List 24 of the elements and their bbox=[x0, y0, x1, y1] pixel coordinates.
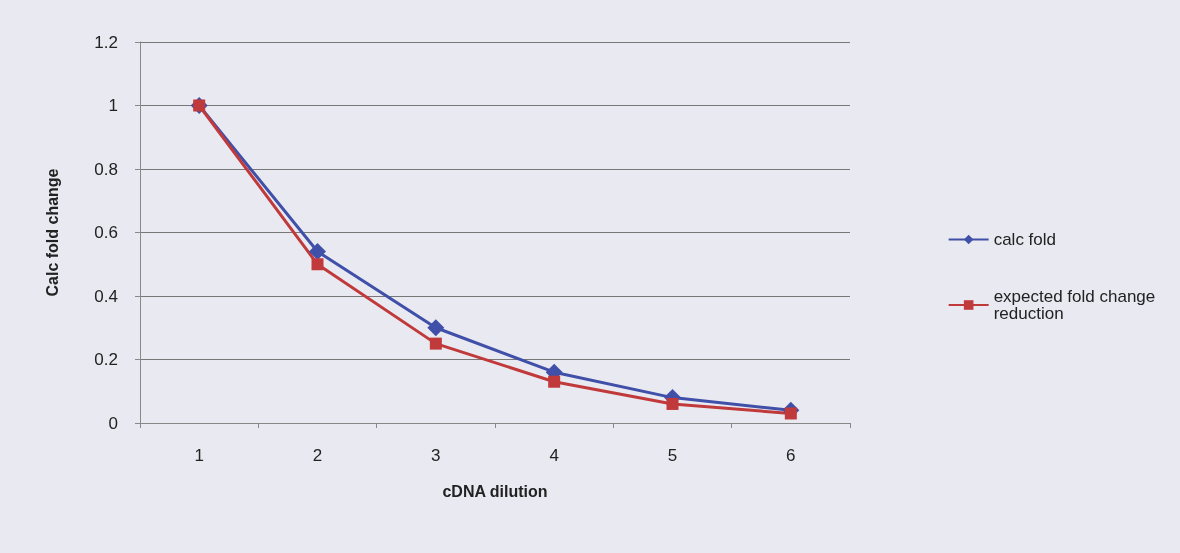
x-tick-label: 4 bbox=[549, 446, 559, 465]
y-tick-label: 0.8 bbox=[94, 159, 118, 179]
y-tick-label: 0.2 bbox=[94, 350, 118, 369]
point bbox=[309, 243, 326, 261]
y-tick-label: 0.6 bbox=[94, 223, 118, 242]
point bbox=[427, 319, 445, 337]
point bbox=[666, 397, 679, 410]
point bbox=[311, 258, 324, 271]
x-tick-label: 6 bbox=[786, 446, 796, 465]
x-axis-title: cDNA dilution bbox=[442, 482, 548, 500]
legend-label: expected fold change reduction bbox=[993, 287, 1161, 323]
x-tick-label: 5 bbox=[667, 446, 678, 465]
point bbox=[784, 407, 797, 420]
x-tick-label: 3 bbox=[431, 446, 441, 465]
point bbox=[429, 337, 442, 350]
x-tick-label: 1 bbox=[194, 446, 204, 465]
x-tick-label: 2 bbox=[312, 446, 323, 465]
y-tick-label: 0 bbox=[108, 413, 118, 433]
y-tick-label: 1 bbox=[108, 96, 118, 115]
y-tick-label: 0.4 bbox=[94, 286, 118, 306]
point bbox=[548, 375, 561, 388]
y-axis-title: Calc fold change bbox=[43, 168, 61, 297]
y-tick-label: 1.2 bbox=[94, 32, 118, 52]
legend-label: calc fold bbox=[993, 230, 1057, 249]
